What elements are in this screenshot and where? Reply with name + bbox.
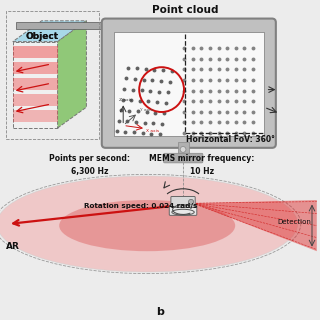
Text: 6,300 Hz: 6,300 Hz <box>71 167 108 176</box>
Bar <box>16 22 150 29</box>
Circle shape <box>188 199 194 204</box>
FancyBboxPatch shape <box>102 19 276 148</box>
Text: AR: AR <box>6 242 20 251</box>
FancyBboxPatch shape <box>169 205 197 215</box>
Ellipse shape <box>59 200 235 251</box>
Ellipse shape <box>0 176 298 272</box>
Polygon shape <box>13 94 58 106</box>
Text: Object: Object <box>25 32 58 41</box>
Text: Y axis: Y axis <box>140 108 153 112</box>
Bar <box>16 22 150 29</box>
Text: Object: Object <box>25 32 58 41</box>
Text: X axis: X axis <box>146 129 159 133</box>
Polygon shape <box>13 46 58 58</box>
Polygon shape <box>13 110 58 122</box>
Text: Detection: Detection <box>277 220 311 225</box>
Polygon shape <box>13 42 58 128</box>
Text: Rotation speed: 0.024 rad/s: Rotation speed: 0.024 rad/s <box>84 204 197 209</box>
Circle shape <box>180 147 186 152</box>
Bar <box>114 32 264 136</box>
Bar <box>6 11 99 139</box>
Text: Horizontal FoV: 360°: Horizontal FoV: 360° <box>186 135 275 144</box>
Polygon shape <box>193 200 317 251</box>
Text: Points per second:: Points per second: <box>49 154 130 163</box>
Text: 10 Hz: 10 Hz <box>189 167 214 176</box>
Polygon shape <box>13 78 58 90</box>
FancyBboxPatch shape <box>171 196 195 207</box>
Polygon shape <box>13 62 58 74</box>
FancyBboxPatch shape <box>164 153 203 163</box>
Text: b: b <box>156 307 164 317</box>
Text: Point cloud: Point cloud <box>152 4 219 15</box>
Text: MEMS mirror frequency:: MEMS mirror frequency: <box>149 154 254 163</box>
Text: Z axis: Z axis <box>119 98 132 102</box>
Polygon shape <box>58 21 86 128</box>
Polygon shape <box>13 21 86 42</box>
Bar <box>178 142 189 155</box>
